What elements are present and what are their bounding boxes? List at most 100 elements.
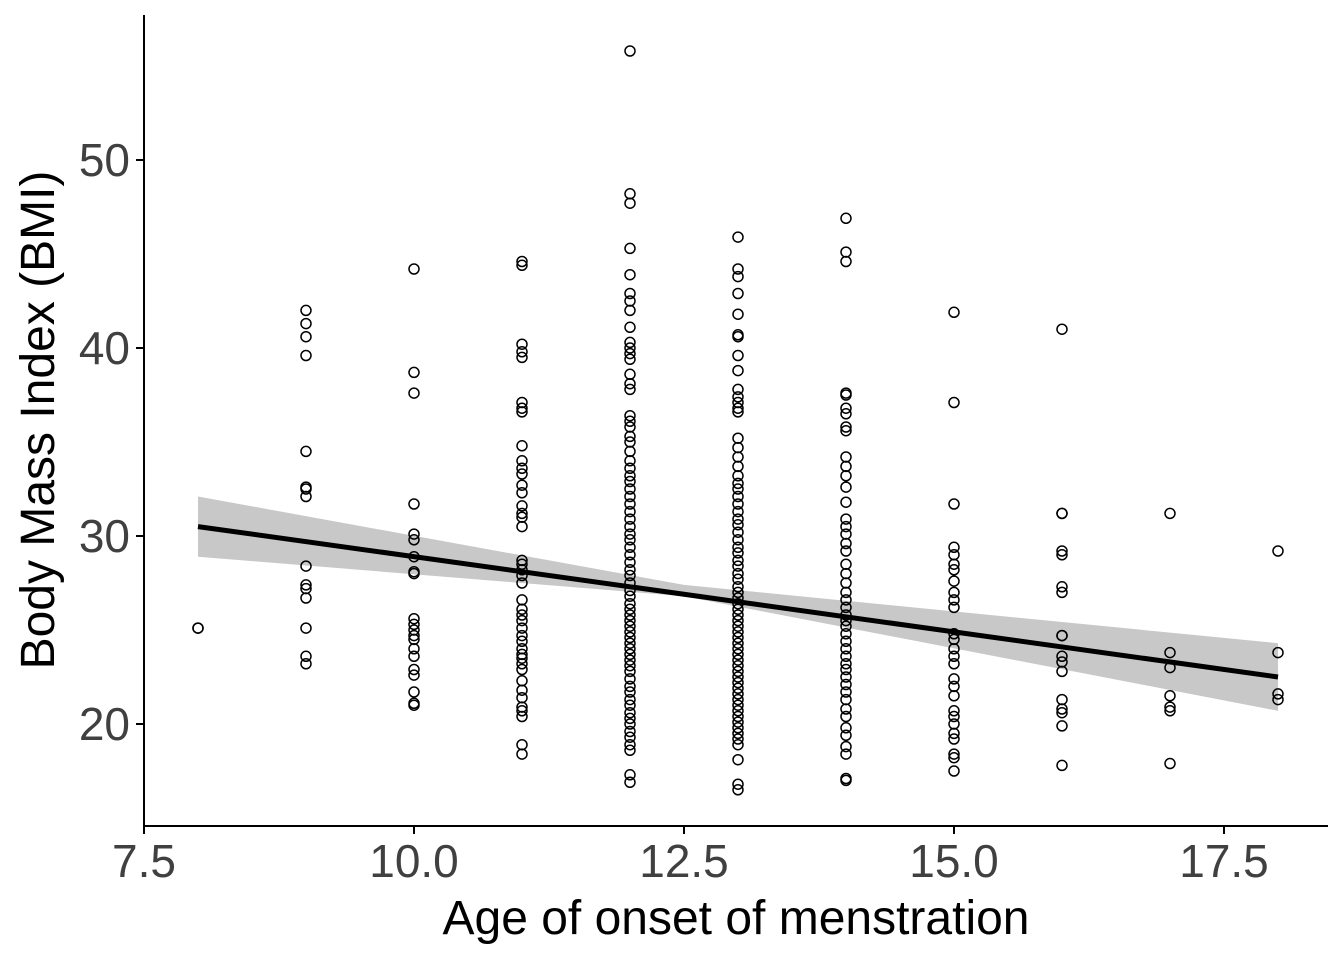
data-point bbox=[300, 560, 312, 572]
data-point bbox=[948, 643, 960, 655]
data-point bbox=[516, 663, 528, 676]
data-point bbox=[516, 346, 528, 358]
data-point bbox=[948, 752, 960, 764]
data-point bbox=[840, 408, 852, 420]
points-layer bbox=[192, 45, 1284, 796]
data-point bbox=[516, 629, 528, 642]
y-axis-title: Body Mass Index (BMI) bbox=[12, 171, 65, 670]
data-point bbox=[840, 663, 852, 676]
data-point bbox=[948, 765, 960, 777]
data-point bbox=[300, 330, 312, 343]
data-point bbox=[732, 402, 744, 414]
data-point bbox=[624, 342, 636, 354]
data-point bbox=[840, 470, 852, 482]
data-point bbox=[624, 197, 636, 209]
data-point bbox=[624, 643, 636, 655]
data-point bbox=[624, 377, 636, 390]
data-point bbox=[624, 626, 636, 638]
data-point bbox=[840, 586, 852, 599]
data-point bbox=[948, 673, 960, 685]
data-point bbox=[732, 614, 744, 627]
data-point bbox=[624, 569, 636, 582]
data-point bbox=[408, 387, 420, 399]
data-point bbox=[1272, 693, 1284, 706]
data-point bbox=[624, 287, 636, 300]
data-point bbox=[732, 699, 744, 711]
y-tick-label: 50 bbox=[79, 134, 130, 186]
data-point bbox=[624, 637, 636, 649]
data-point bbox=[516, 507, 528, 520]
data-point bbox=[732, 648, 744, 661]
data-point bbox=[948, 690, 960, 702]
data-point bbox=[1056, 549, 1068, 561]
data-point bbox=[516, 255, 528, 268]
data-point bbox=[516, 351, 528, 364]
data-point bbox=[516, 635, 528, 648]
data-point bbox=[624, 706, 636, 719]
data-point bbox=[624, 659, 636, 672]
data-point bbox=[516, 705, 528, 717]
x-axis-title: Age of onset of menstration bbox=[442, 892, 1029, 945]
data-point bbox=[948, 586, 960, 599]
data-point bbox=[516, 710, 528, 723]
data-point bbox=[840, 710, 852, 723]
data-point bbox=[732, 733, 744, 745]
data-point bbox=[732, 637, 744, 649]
data-point bbox=[732, 534, 744, 546]
data-point bbox=[624, 336, 636, 349]
data-point bbox=[840, 686, 852, 698]
data-point bbox=[516, 479, 528, 491]
data-point bbox=[732, 665, 744, 678]
data-point bbox=[300, 483, 312, 495]
data-point bbox=[516, 622, 528, 634]
data-point bbox=[732, 710, 744, 723]
data-point bbox=[1272, 545, 1284, 557]
data-point bbox=[624, 590, 636, 602]
data-point bbox=[840, 748, 852, 760]
x-tick-label: 10.0 bbox=[369, 835, 459, 887]
data-point bbox=[624, 534, 636, 546]
data-point bbox=[624, 445, 636, 458]
data-point bbox=[624, 483, 636, 495]
data-point bbox=[408, 534, 420, 546]
data-point bbox=[624, 188, 636, 200]
data-point bbox=[624, 556, 636, 569]
data-point bbox=[624, 498, 636, 510]
data-point bbox=[840, 537, 852, 550]
data-point bbox=[840, 658, 852, 670]
y-ticks: 20 30 40 50 bbox=[79, 134, 144, 750]
y-tick-label: 30 bbox=[79, 510, 130, 562]
data-point bbox=[1056, 507, 1068, 520]
data-point bbox=[732, 631, 744, 644]
data-point bbox=[732, 547, 744, 559]
data-point bbox=[732, 526, 744, 538]
data-point bbox=[732, 513, 744, 525]
data-point bbox=[948, 306, 960, 319]
data-point bbox=[948, 650, 960, 663]
data-point bbox=[840, 513, 852, 525]
data-point bbox=[192, 622, 204, 634]
data-point bbox=[624, 648, 636, 661]
data-point bbox=[1056, 629, 1068, 642]
data-point bbox=[732, 753, 744, 766]
data-point bbox=[732, 308, 744, 320]
data-point bbox=[732, 643, 744, 655]
data-point bbox=[732, 231, 744, 243]
data-point bbox=[624, 614, 636, 627]
data-point bbox=[516, 614, 528, 627]
data-point bbox=[732, 727, 744, 740]
data-point bbox=[516, 402, 528, 414]
data-point bbox=[408, 612, 420, 625]
data-point bbox=[948, 718, 960, 730]
data-point bbox=[732, 451, 744, 463]
data-point bbox=[732, 581, 744, 593]
data-point bbox=[624, 718, 636, 730]
data-point bbox=[732, 567, 744, 580]
data-point bbox=[732, 330, 744, 343]
data-point bbox=[300, 650, 312, 663]
data-point bbox=[516, 609, 528, 621]
data-point bbox=[732, 784, 744, 796]
data-point bbox=[840, 678, 852, 691]
data-point bbox=[1164, 757, 1176, 770]
data-point bbox=[624, 475, 636, 488]
